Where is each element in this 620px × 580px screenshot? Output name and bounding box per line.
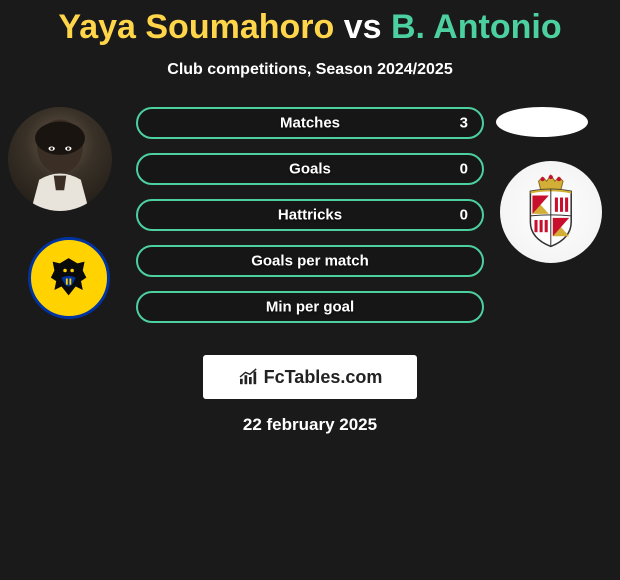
stat-value: 0: [460, 161, 468, 178]
stat-label: Min per goal: [266, 299, 354, 316]
date-text: 22 february 2025: [0, 415, 620, 435]
stat-pill-min-per-goal: Min per goal: [136, 291, 484, 323]
stat-pill-matches: Matches 3: [136, 107, 484, 139]
vs-separator: vs: [344, 8, 382, 46]
stat-label: Matches: [280, 115, 340, 132]
player2-club-crest: [500, 161, 602, 263]
stat-pill-hattricks: Hattricks 0: [136, 199, 484, 231]
stat-label: Hattricks: [278, 207, 342, 224]
stat-pills: Matches 3 Goals 0 Hattricks 0 Goals per …: [136, 107, 484, 323]
player2-avatar-placeholder: [496, 107, 588, 137]
comparison-title: Yaya Soumahoro vs B. Antonio: [0, 0, 620, 47]
stat-label: Goals per match: [251, 253, 369, 270]
stat-value: 3: [460, 115, 468, 132]
subtitle: Club competitions, Season 2024/2025: [0, 61, 620, 79]
stat-label: Goals: [289, 161, 331, 178]
stat-value: 0: [460, 207, 468, 224]
branding-box[interactable]: FcTables.com: [203, 355, 417, 399]
stat-pill-goals-per-match: Goals per match: [136, 245, 484, 277]
player1-name: Yaya Soumahoro: [58, 8, 334, 46]
branding-text: FcTables.com: [264, 367, 383, 388]
stat-pill-goals: Goals 0: [136, 153, 484, 185]
player1-club-crest: [28, 237, 110, 319]
chart-icon: [238, 368, 260, 386]
player1-avatar: [8, 107, 112, 211]
stats-area: Matches 3 Goals 0 Hattricks 0 Goals per …: [0, 107, 620, 337]
player2-name: B. Antonio: [391, 8, 562, 46]
